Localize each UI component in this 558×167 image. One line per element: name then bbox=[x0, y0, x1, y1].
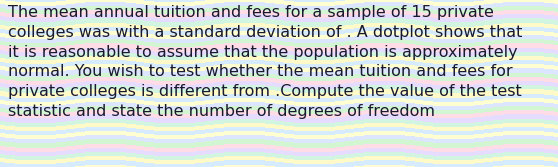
Text: The mean annual tuition and fees for a sample of 15 private
colleges was with a : The mean annual tuition and fees for a s… bbox=[8, 5, 523, 119]
